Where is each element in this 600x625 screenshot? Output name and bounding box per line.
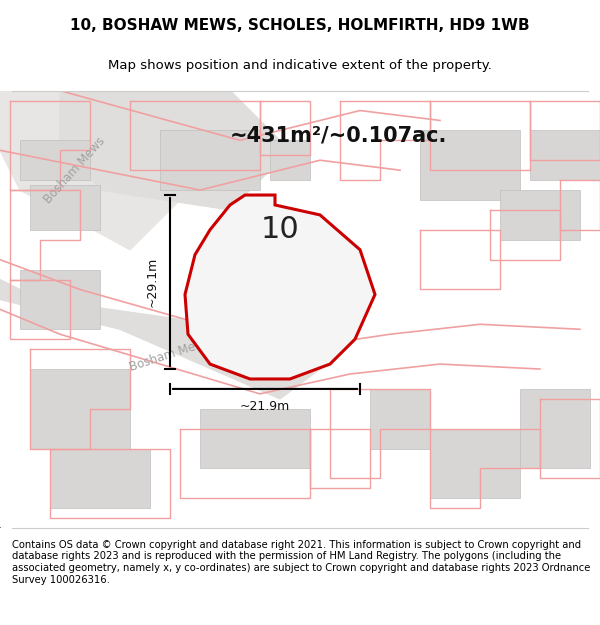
Polygon shape: [430, 429, 520, 498]
Polygon shape: [270, 141, 310, 180]
Text: ~21.9m: ~21.9m: [240, 401, 290, 413]
Polygon shape: [50, 449, 150, 508]
Polygon shape: [30, 369, 130, 449]
Polygon shape: [500, 190, 580, 240]
Text: Bosham Mews: Bosham Mews: [42, 134, 108, 206]
Polygon shape: [520, 389, 590, 469]
Polygon shape: [370, 389, 430, 449]
Polygon shape: [0, 279, 320, 399]
Text: Bosham Mews: Bosham Mews: [128, 335, 212, 373]
Polygon shape: [20, 269, 100, 329]
Text: ~431m²/~0.107ac.: ~431m²/~0.107ac.: [230, 126, 448, 146]
Polygon shape: [60, 91, 290, 210]
Polygon shape: [160, 131, 260, 190]
Polygon shape: [0, 91, 180, 250]
Text: Contains OS data © Crown copyright and database right 2021. This information is : Contains OS data © Crown copyright and d…: [12, 540, 590, 584]
Polygon shape: [185, 195, 375, 379]
Polygon shape: [420, 131, 520, 200]
Text: ~29.1m: ~29.1m: [146, 257, 158, 307]
Polygon shape: [20, 141, 90, 180]
Text: 10: 10: [260, 216, 299, 244]
Polygon shape: [200, 409, 310, 469]
Text: Map shows position and indicative extent of the property.: Map shows position and indicative extent…: [108, 59, 492, 72]
Polygon shape: [30, 185, 100, 230]
Polygon shape: [530, 131, 600, 180]
Text: 10, BOSHAW MEWS, SCHOLES, HOLMFIRTH, HD9 1WB: 10, BOSHAW MEWS, SCHOLES, HOLMFIRTH, HD9…: [70, 18, 530, 33]
